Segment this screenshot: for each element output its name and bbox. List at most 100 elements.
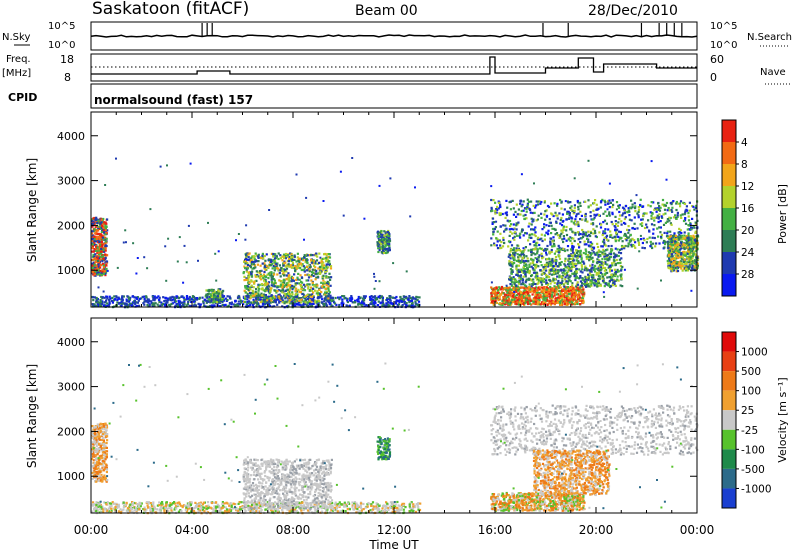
data-cell: [617, 206, 621, 209]
data-cell: [565, 239, 568, 242]
data-cell: [560, 229, 563, 232]
data-cell: [259, 275, 262, 278]
data-cell: [97, 225, 100, 228]
data-cell: [604, 261, 607, 264]
data-cell: [554, 265, 557, 268]
data-cell: [504, 224, 507, 227]
data-cell: [326, 258, 329, 261]
data-cell: [95, 299, 98, 302]
data-cell: [258, 305, 261, 308]
data-cell: [599, 275, 602, 278]
data-cell: [300, 285, 303, 288]
data-cell: [282, 262, 285, 265]
data-cell: [550, 295, 553, 298]
data-cell: [252, 298, 255, 301]
data-cell: [409, 296, 412, 299]
data-cell: [578, 291, 581, 294]
data-cell: [389, 295, 392, 298]
data-cell: [602, 212, 605, 215]
data-cell: [551, 261, 554, 264]
data-cell: [91, 222, 94, 225]
data-cell: [692, 225, 695, 228]
data-cell: [577, 205, 580, 208]
data-cell: [549, 240, 552, 243]
data-cell: [581, 268, 584, 271]
data-cell: [380, 240, 383, 243]
data-cell: [263, 254, 266, 258]
data-cell: [553, 303, 556, 306]
data-cell: [633, 227, 636, 230]
data-cell: [310, 253, 313, 256]
data-cell: [627, 225, 630, 228]
data-cell: [661, 203, 664, 206]
data-cell: [554, 263, 557, 266]
data-cell: [319, 272, 322, 275]
freq-unit: [MHz]: [2, 68, 31, 79]
data-cell: [546, 292, 549, 295]
data-cell: [502, 296, 505, 299]
data-cell: [562, 219, 565, 223]
data-cell: [568, 292, 571, 296]
data-cell: [513, 251, 516, 255]
data-cell: [131, 295, 134, 298]
data-cell: [512, 213, 515, 216]
data-cell: [342, 302, 345, 305]
data-cell: [285, 282, 288, 285]
data-cell: [605, 254, 608, 257]
data-cell: [97, 269, 100, 272]
data-cell: [95, 240, 98, 243]
data-cell: [520, 268, 523, 271]
data-cell: [386, 251, 389, 254]
data-cell: [560, 201, 563, 204]
data-cell: [153, 299, 156, 302]
data-cell: [573, 206, 576, 210]
data-cell: [257, 289, 260, 292]
data-cell: [595, 267, 598, 270]
data-cell: [91, 234, 94, 237]
data-cell: [259, 273, 262, 276]
data-cell: [526, 290, 529, 293]
data-cell: [256, 303, 259, 306]
data-cell: [255, 270, 258, 273]
data-cell: [505, 199, 508, 202]
data-cell: [498, 239, 501, 242]
data-cell: [600, 245, 603, 248]
data-cell: [536, 301, 540, 304]
data-cell: [602, 221, 605, 224]
data-cell: [683, 202, 687, 205]
data-cell: [150, 300, 153, 303]
data-cell: [388, 233, 391, 236]
data-cell: [609, 201, 612, 204]
data-cell: [249, 304, 252, 307]
data-cell: [282, 284, 285, 287]
data-cell: [543, 226, 546, 229]
data-cell: [573, 220, 577, 223]
data-cell: [338, 303, 341, 307]
data-cell: [339, 296, 342, 299]
data-cell: [615, 233, 618, 236]
data-cell: [354, 299, 357, 302]
data-cell: [515, 303, 518, 306]
data-cell: [314, 301, 317, 304]
data-cell: [300, 280, 303, 283]
data-cell: [652, 201, 655, 204]
data-cell: [260, 269, 263, 272]
data-cell: [309, 301, 312, 304]
data-cell: [612, 252, 615, 255]
data-cell: [202, 302, 205, 305]
data-cell: [279, 289, 283, 292]
data-cell: [537, 259, 540, 262]
data-cell: [217, 292, 220, 295]
data-cell: [571, 209, 574, 213]
data-cell: [105, 222, 108, 225]
data-cell: [526, 257, 529, 260]
data-cell: [572, 254, 575, 257]
data-cell: [563, 208, 566, 211]
data-cell: [345, 304, 348, 307]
data-cell: [561, 231, 564, 234]
data-cell: [382, 250, 386, 253]
data-cell: [274, 253, 277, 256]
data-cell: [402, 300, 405, 303]
data-cell: [583, 240, 586, 243]
data-cell: [91, 262, 94, 265]
